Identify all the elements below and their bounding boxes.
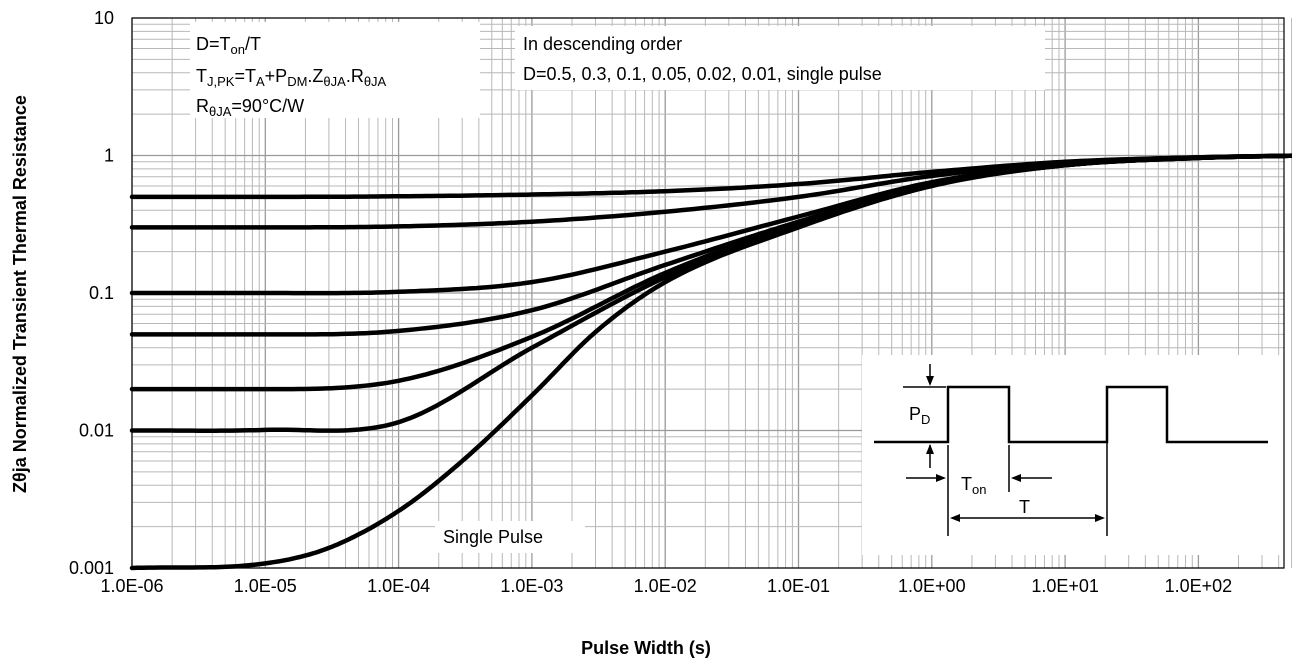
pd-arrow-bottom-head [926, 444, 934, 454]
single-pulse-box [435, 521, 585, 553]
ton-label: Ton [961, 474, 986, 497]
y-tick-label: 0.1 [89, 283, 114, 303]
curves [129, 153, 1292, 571]
pd-label: PD [909, 404, 930, 427]
duty-formula: D=Ton/T [196, 34, 261, 57]
pulse-train-diagram: PD Ton T [874, 364, 1268, 536]
order-box [515, 26, 1045, 90]
rth-value: RθJA=90°C/W [196, 96, 304, 119]
tick-labels: 1.0E-06 1.0E-05 1.0E-04 1.0E-03 1.0E-02 1.0E-… [69, 8, 1232, 596]
y-axis-title: Zθja Normalized Transient Thermal Resist… [10, 95, 30, 493]
pd-arrow-top-head [926, 376, 934, 386]
y-tick-label: 0.001 [69, 558, 114, 578]
x-tick-label: 1.0E+02 [1165, 576, 1233, 596]
x-tick-label: 1.0E-04 [367, 576, 430, 596]
x-tick-label: 1.0E-06 [100, 576, 163, 596]
y-tick-label: 0.01 [79, 421, 114, 441]
order-list: D=0.5, 0.3, 0.1, 0.05, 0.02, 0.01, singl… [523, 64, 882, 84]
curve-single-pulse [129, 153, 1292, 571]
y-tick-label: 1 [104, 146, 114, 166]
x-tick-label: 1.0E+00 [898, 576, 966, 596]
pulse-waveform [874, 385, 1268, 444]
x-tick-label: 1.0E-02 [634, 576, 697, 596]
formula-box [190, 22, 480, 118]
period-arrow-right-head [1095, 514, 1105, 522]
plot-area-frame [131, 17, 1285, 569]
ton-arrow-left-head [936, 474, 946, 482]
y-tick-label: 10 [94, 8, 114, 28]
x-tick-label: 1.0E-03 [500, 576, 563, 596]
single-pulse-label: Single Pulse [443, 527, 543, 547]
order-title: In descending order [523, 34, 682, 54]
x-tick-label: 1.0E-01 [767, 576, 830, 596]
pulse-inset-box [862, 355, 1284, 555]
ton-arrow-right-head [1011, 474, 1021, 482]
peak-temp-formula: TJ,PK=TA+PDM.ZθJA.RθJA [196, 66, 387, 89]
x-tick-label: 1.0E+01 [1031, 576, 1099, 596]
x-tick-label: 1.0E-05 [234, 576, 297, 596]
x-axis-title: Pulse Width (s) [581, 638, 711, 658]
period-arrow-left-head [950, 514, 960, 522]
period-label: T [1019, 497, 1030, 517]
